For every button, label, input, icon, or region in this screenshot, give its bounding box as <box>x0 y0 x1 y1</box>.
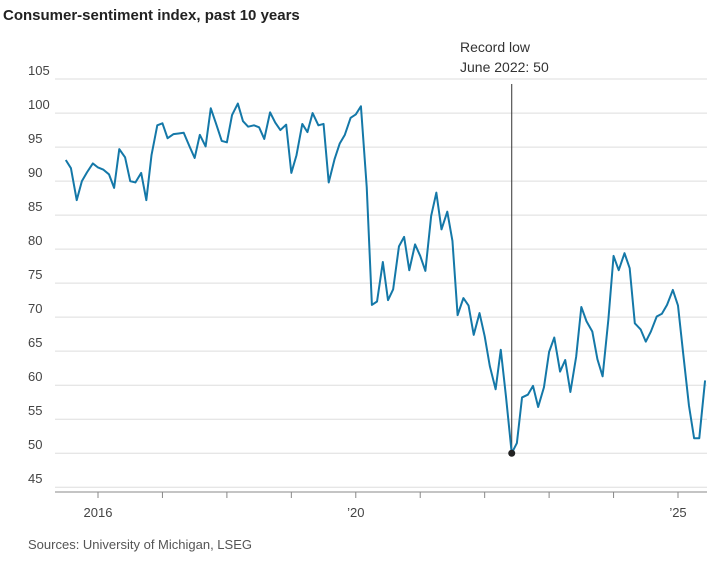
y-tick-label: 95 <box>28 131 42 146</box>
y-tick-label: 80 <box>28 233 42 248</box>
y-tick-label: 90 <box>28 165 42 180</box>
y-tick-label: 65 <box>28 335 42 350</box>
source: Sources: University of Michigan, LSEG <box>28 537 252 552</box>
annotation-dot <box>508 449 516 457</box>
x-tick-label: ’25 <box>669 505 686 520</box>
line <box>64 102 707 455</box>
x-tick-label: 2016 <box>84 505 113 520</box>
y-tick-label: 75 <box>28 267 42 282</box>
y-tick-label: 50 <box>28 437 42 452</box>
annotation: June 2022: 50 <box>460 59 549 75</box>
annotation: Record low <box>460 39 531 55</box>
y-tick-label: 60 <box>28 369 42 384</box>
y-tick-label: 70 <box>28 301 42 316</box>
y-tick-label: 45 <box>28 471 42 486</box>
y-tick-label: 55 <box>28 403 42 418</box>
y-tick-label: 100 <box>28 97 50 112</box>
chart-title: Consumer-sentiment index, past 10 years <box>3 7 300 24</box>
x-tick-label: ’20 <box>347 505 364 520</box>
y-tick-label: 85 <box>28 199 42 214</box>
y-tick-label: 105 <box>28 63 50 78</box>
